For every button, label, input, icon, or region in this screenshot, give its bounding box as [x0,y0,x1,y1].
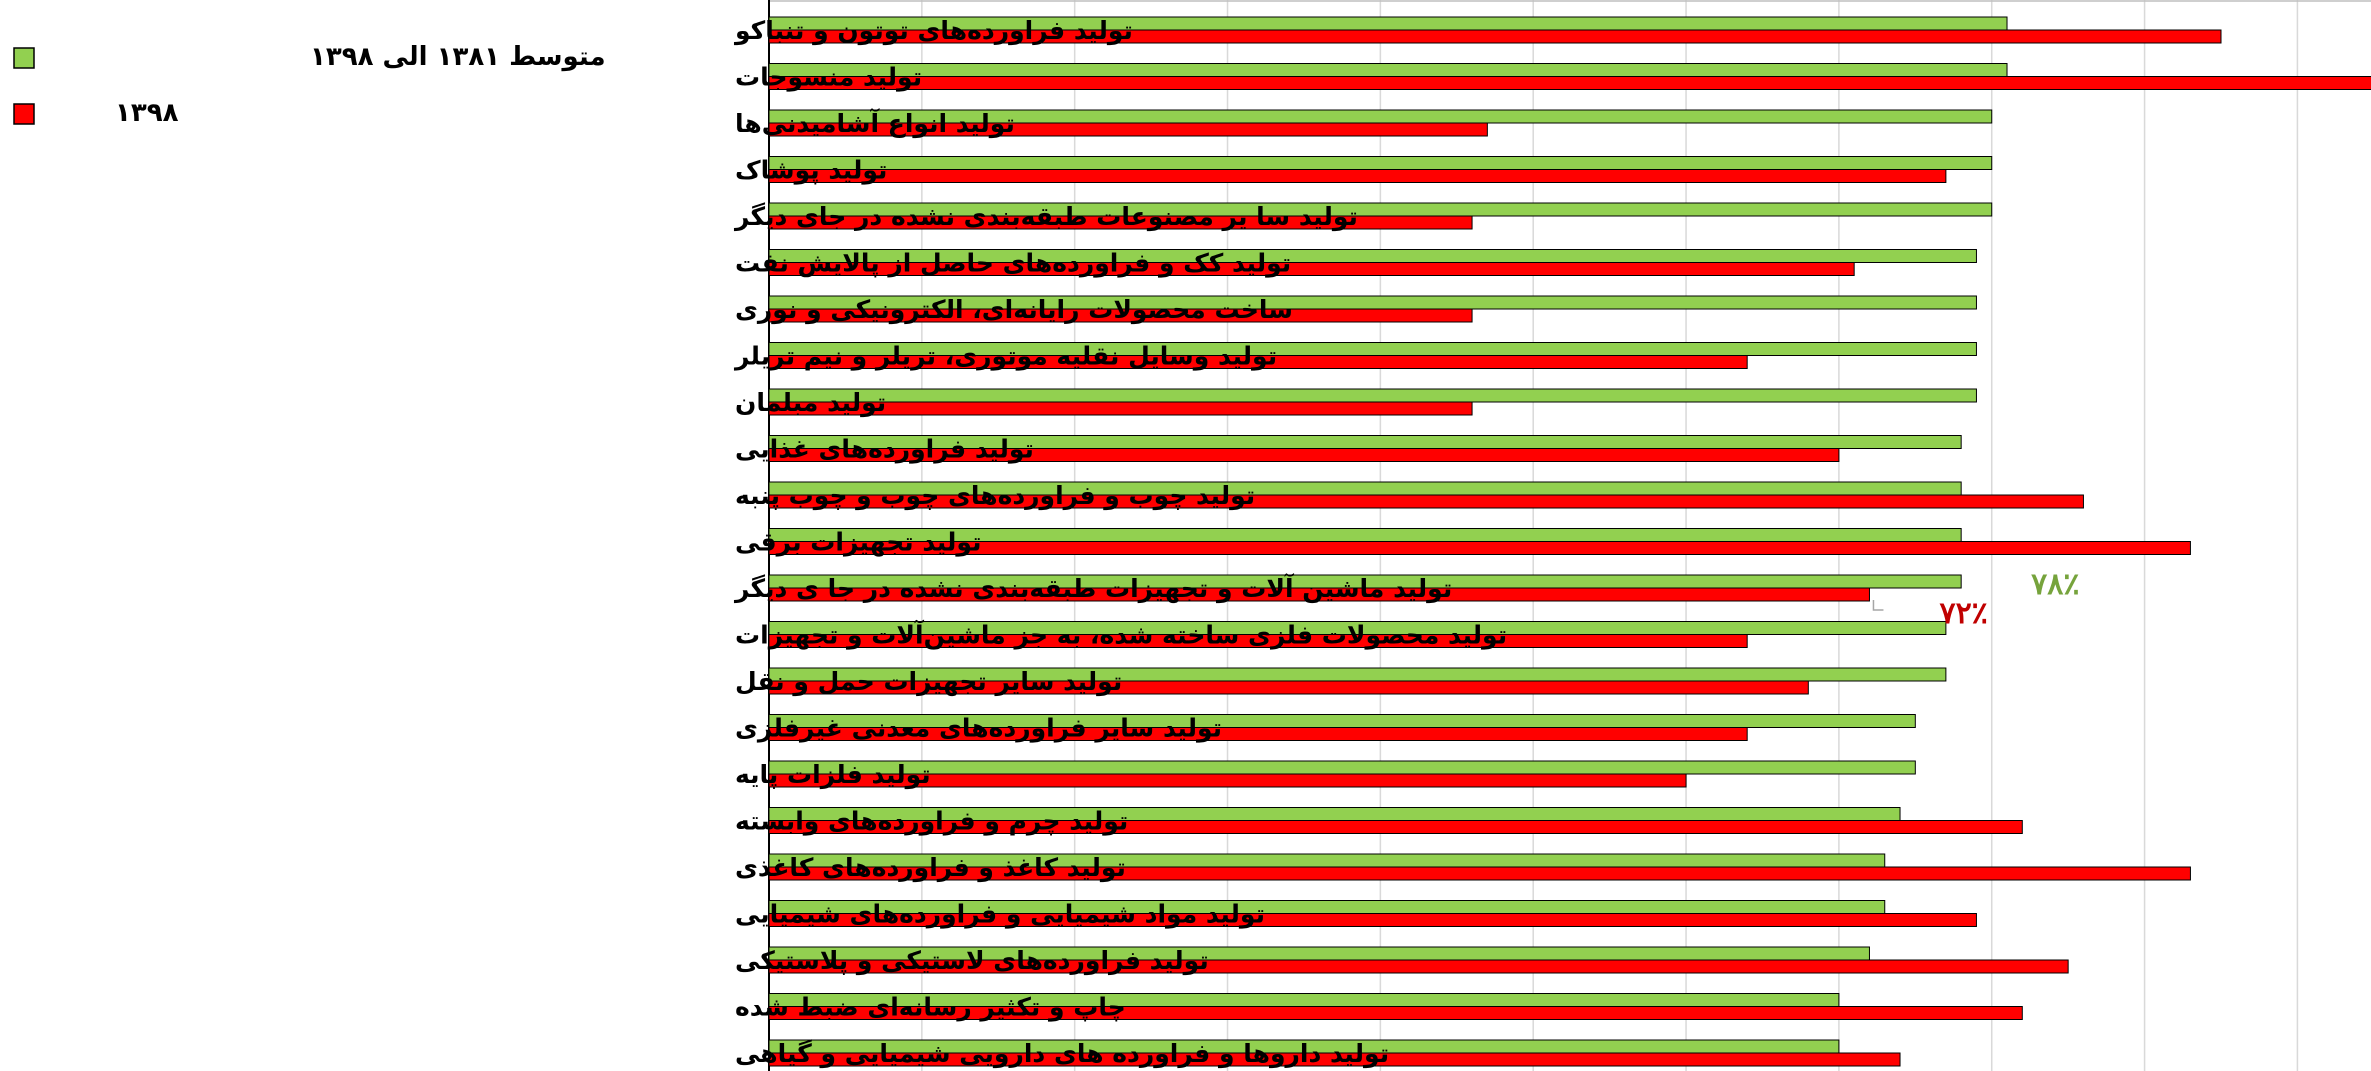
bar-average-3 [768,156,1993,170]
bar-1398-9 [768,448,1840,462]
category-label: تولید فلزات پایه [735,760,931,790]
annotation-leader-line [1872,600,1884,611]
category-label: تولید منسوجات [735,63,922,93]
category-label: تولید چوب و فراورده‌های چوب و چوب پنبه [735,481,1255,511]
category-label: تولید ماشین آلات و تجهیزات طبقه‌بندی نشد… [733,573,1452,604]
category-label: تولید فراورده‌های لاستیکی و پلاستیکی [735,946,1209,976]
category-label: تولید فراورده‌های توتون و تنباکو [733,16,1133,46]
legend: متوسط ۱۳۸۱ الی ۱۳۹۸ ۱۳۹۸ [13,42,606,128]
category-label: تولید سایر تجهیزات حمل و نقل [735,667,1122,697]
bars [768,16,2371,1067]
legend-label-average: متوسط ۱۳۸۱ الی ۱۳۹۸ [310,42,606,72]
category-labels: تولید فراورده‌های توتون و تنباکو تولید من… [733,16,1507,1069]
category-label: تولید چرم و فراورده‌های وابسته [735,807,1128,837]
category-label: تولید انواع آشامیدنی‌ها [735,108,1015,139]
bar-1398-18 [768,866,2191,881]
category-label: تولید محصولات فلزی ساخته شده، به جز ماشی… [735,620,1507,651]
bar-1398-11 [768,541,2191,555]
bar-1398-13 [768,634,1748,648]
bar-1398-4 [768,215,1473,230]
annotations: ۷۸٪ ۷۲٪ [1872,567,2080,631]
bar-1398-0 [768,29,2222,44]
bar-1398-14 [768,680,1809,695]
category-label: تولید مبلمان [735,388,886,418]
legend-label-1398: ۱۳۹۸ [115,98,179,128]
bar-1398-5 [768,262,1855,276]
bar-1398-7 [768,355,1748,369]
bar-1398-8 [768,401,1473,416]
data-label-average: ۷۸٪ [2031,567,2079,602]
bar-1398-15 [768,727,1748,741]
bar-average-16 [768,760,1916,775]
category-label: تولید تجهیزات برقی [735,528,981,558]
bar-1398-17 [768,820,2023,834]
bar-average-1 [768,63,2008,77]
bar-1398-3 [768,169,1947,183]
bar-1398-20 [768,959,2069,974]
category-label: تولید داروها و فراورده های دارویی شیمیای… [735,1039,1389,1069]
bar-1398-16 [768,773,1687,788]
bar-1398-19 [768,913,1977,927]
category-label: تولید پوشاک [735,156,887,186]
bar-1398-1 [768,76,2371,90]
category-label: تولید کک و فراورده‌های حاصل از پالایش نف… [735,249,1291,279]
category-label: تولید فراورده‌های غذایی [735,435,1034,465]
category-label: ساخت محصولات رایانه‌ای، الکترونیکی و نور… [735,295,1293,325]
legend-swatch-1398 [13,103,35,125]
bar-1398-12 [768,587,1870,602]
bar-1398-2 [768,122,1488,137]
legend-swatch-average [13,47,35,69]
bar-1398-6 [768,308,1473,323]
bar-1398-21 [768,1006,2023,1020]
category-label: چاپ و تکثیر رسانه‌ای ضبط شده [735,993,1126,1023]
category-label: تولید سایر فراورده‌های معدنی غیرفلزی [735,714,1222,744]
bar-1398-22 [768,1052,1901,1067]
category-label: تولید مواد شیمیایی و فراورده‌های شیمیایی [735,900,1265,930]
category-label: تولید وسایل نقلیه موتوری، تریلر و نیم تر… [733,342,1277,372]
bar-1398-10 [768,494,2084,509]
category-label: تولید کاغذ و فراورده‌های کاغذی [735,853,1126,883]
bar-average-8 [768,388,1977,403]
category-label: تولید سا یر مصنوعات طبقه‌بندی نشده در جا… [733,202,1358,232]
data-label-1398: ۷۲٪ [1939,596,1987,631]
